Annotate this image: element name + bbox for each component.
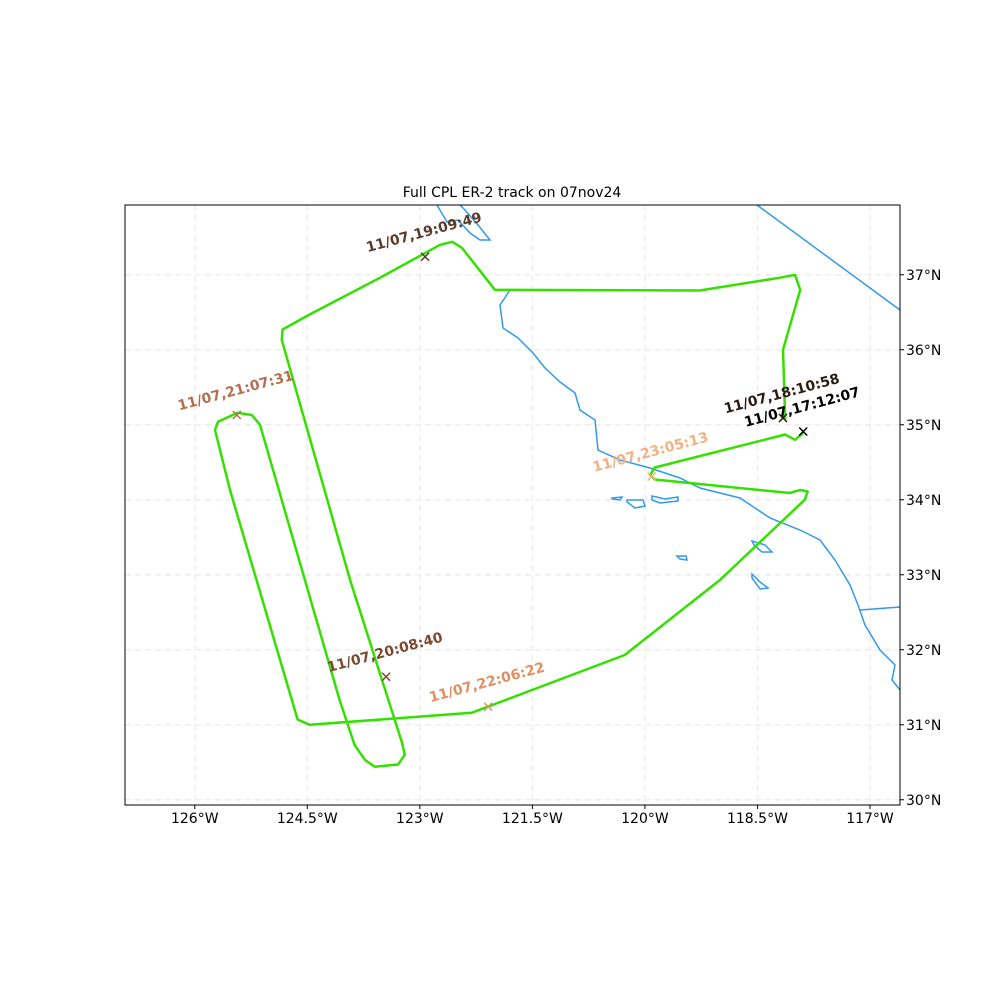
chart-title: Full CPL ER-2 track on 07nov24 [403,185,622,201]
island [751,572,770,590]
time-marker [798,426,808,437]
x-tick-label: 123°W [396,811,444,827]
x-tick-label: 124.5°W [277,811,338,827]
y-tick-label: 34°N [906,493,941,509]
x-tick-label: 118.5°W [727,811,788,827]
island [611,496,624,501]
island [651,495,679,504]
y-tick-label: 33°N [906,568,941,584]
time-marker [647,471,657,482]
time-marker [778,413,788,423]
bay-coast [436,204,492,241]
border-coast [859,606,901,611]
y-tick-label: 37°N [906,268,941,284]
x-tick-label: 120°W [621,811,669,827]
island [626,499,646,509]
x-tick-label: 117°W [846,811,894,827]
state-border [756,204,901,311]
time-marker [483,702,493,712]
plot-frame [124,204,901,806]
island [675,555,688,561]
y-tick-label: 30°N [906,793,941,809]
y-tick-label: 32°N [906,643,941,659]
time-marker [381,672,391,682]
x-tick-label: 121.5°W [502,811,563,827]
mainland-coast [499,289,901,691]
x-tick-label: 126°W [171,811,219,827]
time-marker [232,410,242,420]
y-tick-label: 36°N [906,343,941,359]
y-tick-label: 35°N [906,418,941,434]
coastline [436,204,901,691]
y-tick-label: 31°N [906,718,941,734]
grid [125,205,900,805]
time-marker [420,252,430,262]
flight-track [213,240,809,768]
island [750,539,774,553]
